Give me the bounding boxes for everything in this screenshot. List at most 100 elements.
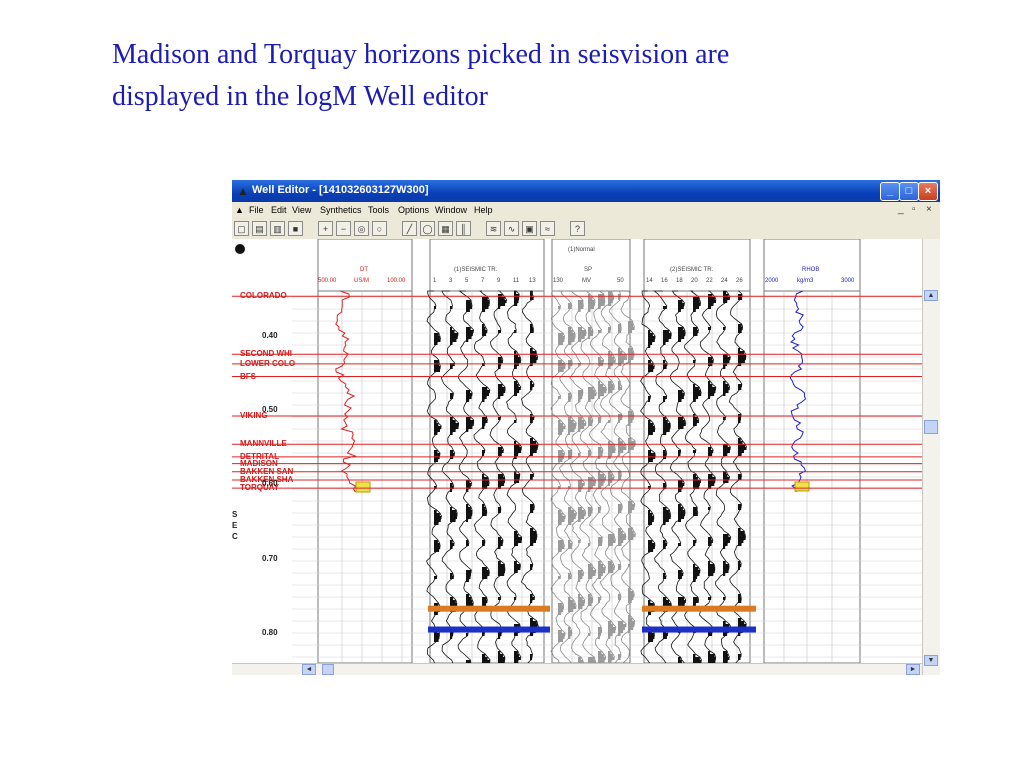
scroll-left-icon[interactable]: ◄ [302, 664, 316, 675]
seismic-event-band [642, 626, 756, 633]
seismic-fill [708, 294, 716, 663]
horizon-label[interactable]: TORQUAY [240, 483, 280, 493]
seismic-trace [653, 290, 672, 663]
horizontal-scrollbar[interactable]: ◄ ► [232, 663, 922, 675]
menu-help[interactable]: Help [474, 205, 493, 215]
zoom-out-icon[interactable]: − [336, 221, 351, 236]
sp-track-header: (1)Normal [568, 247, 595, 253]
track-border [643, 239, 751, 663]
seismic-fill [588, 294, 597, 663]
scroll-thumb[interactable] [924, 420, 938, 434]
zoom-reset-icon[interactable]: ○ [372, 221, 387, 236]
correlate-icon[interactable]: ║ [456, 221, 471, 236]
menu-file[interactable]: File [249, 205, 264, 215]
seismic2-tick: 14 [646, 278, 653, 284]
menu-window[interactable]: Window [435, 205, 468, 215]
window-titlebar[interactable]: ▲ Well Editor - [141032603127W300] _ □ × [232, 180, 940, 202]
zoom-in-icon[interactable]: + [318, 221, 333, 236]
seismic-fill [628, 321, 636, 633]
minimize-button[interactable]: _ [880, 182, 900, 201]
seismic1-tick: 3 [449, 278, 453, 284]
circle-tool-icon[interactable]: ◯ [420, 221, 435, 236]
h-scroll-thumb[interactable] [322, 664, 334, 675]
line-tool-icon[interactable]: ╱ [402, 221, 417, 236]
seismic-trace [440, 290, 460, 663]
seismic-trace [640, 290, 656, 663]
zoom-box-icon[interactable]: ◎ [354, 221, 369, 236]
menu-app-icon[interactable]: ▲ [235, 205, 244, 215]
menu-edit[interactable]: Edit [271, 205, 287, 215]
seismic-trace [558, 290, 578, 663]
seismic1-tick: 11 [513, 278, 520, 284]
rhob-highlight-marker [794, 481, 810, 492]
seismic-fill [678, 300, 686, 663]
horizon-label[interactable]: LOWER COLO [240, 358, 296, 368]
seismic-fill [558, 306, 566, 642]
dt-track-max: 100.00 [387, 278, 406, 284]
seismic2-tick: 22 [706, 278, 713, 284]
help-icon[interactable]: ? [570, 221, 585, 236]
wavelet-icon[interactable]: ∿ [504, 221, 519, 236]
mdi-close-button[interactable]: × [926, 204, 932, 215]
track-border [763, 239, 861, 663]
close-button[interactable]: × [918, 182, 938, 201]
seismic-fill [663, 306, 672, 663]
mdi-restore-button[interactable]: ▫ [912, 204, 916, 215]
seismic-fill [530, 291, 539, 660]
horizon-label[interactable]: BFS [240, 371, 256, 381]
dt-track-name: DT [360, 267, 368, 273]
menu-view[interactable]: View [292, 205, 312, 215]
menu-tools[interactable]: Tools [368, 205, 390, 215]
seismic-fill [738, 294, 747, 660]
open-well-icon[interactable]: ▥ [270, 221, 285, 236]
synthetic-icon[interactable]: ≈ [540, 221, 555, 236]
seismic2-tick: 24 [721, 278, 728, 284]
seismic-fill [618, 294, 627, 660]
slide-title-line2: displayed in the logM Well editor [112, 81, 488, 112]
menu-synthetics[interactable]: Synthetics [320, 205, 362, 215]
window-title: Well Editor - [141032603127W300] [252, 184, 429, 196]
open-icon[interactable]: ▤ [252, 221, 267, 236]
new-icon[interactable]: ▢ [234, 221, 249, 236]
horizon-label[interactable]: DETRITAL [240, 451, 279, 461]
horizon-label[interactable]: VIKING [240, 410, 268, 420]
seismic1-track-name: (1)SEISMIC TR. [454, 267, 498, 273]
horizon-label[interactable]: SECOND WHI [240, 349, 292, 359]
seismic1-tick: 5 [465, 278, 469, 284]
rhob-track-min: 2000 [765, 278, 779, 284]
well-editor-window: ▲ Well Editor - [141032603127W300] _ □ ×… [232, 180, 940, 675]
slide-title: Madison and Torquay horizons picked in s… [112, 34, 912, 118]
rhob-track-name: RHOB [802, 267, 820, 273]
seismic-event-band [428, 626, 550, 633]
scroll-up-icon[interactable]: ▲ [924, 290, 938, 301]
time-axis-label: 0.40 [262, 330, 278, 340]
tops-icon[interactable]: ▦ [438, 221, 453, 236]
seismic-trace [550, 290, 566, 663]
horizon-label[interactable]: MADISON [240, 458, 278, 468]
mdi-minimize-button[interactable]: _ [898, 204, 904, 215]
scroll-right-icon[interactable]: ► [906, 664, 920, 675]
rhob-track-unit: kg/m3 [797, 278, 814, 284]
seismic-event-band [428, 605, 550, 612]
seismic-icon[interactable]: ≋ [486, 221, 501, 236]
horizon-label[interactable]: MANNVILLE [240, 439, 287, 449]
menu-options[interactable]: Options [398, 205, 430, 215]
vertical-scrollbar[interactable]: ▲ ▼ [922, 239, 940, 675]
filter-icon[interactable]: ▣ [522, 221, 537, 236]
horizon-label[interactable]: BAKKEN SAN [240, 466, 294, 476]
seismic1-tick: 7 [481, 278, 485, 284]
seismic-trace [715, 290, 732, 663]
time-axis-label: 0.80 [262, 628, 278, 638]
horizon-label[interactable]: BAKKEN SHA [240, 474, 294, 484]
horizon-label[interactable]: COLORADO [240, 291, 287, 301]
save-icon[interactable]: ■ [288, 221, 303, 236]
seismic-trace [699, 290, 717, 663]
seismic-fill [608, 291, 616, 663]
side-letter: C [232, 532, 238, 541]
maximize-button[interactable]: □ [899, 182, 919, 201]
scroll-down-icon[interactable]: ▼ [924, 655, 938, 666]
dt-track-unit: US/M [354, 278, 369, 284]
time-axis-label: 0.50 [262, 405, 278, 415]
sp-track-name: SP [584, 267, 593, 273]
